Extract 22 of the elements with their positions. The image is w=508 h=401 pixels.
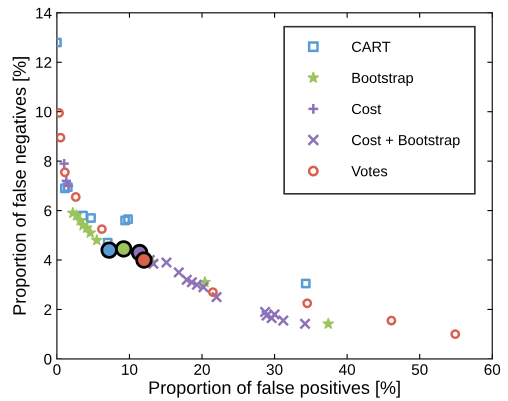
x-tick-label: 50	[412, 364, 428, 375]
y-tick-label: 10	[36, 106, 52, 118]
legend-label: CART	[352, 42, 390, 52]
y-tick-label: 14	[36, 8, 52, 18]
legend-label: Bootstrap	[352, 72, 414, 86]
x-tick-label: 10	[122, 364, 138, 375]
legend-label: Votes	[351, 166, 388, 176]
x-tick-label: 0	[53, 364, 61, 375]
legend-label: Cost	[352, 104, 382, 114]
y-tick-label: 0	[44, 354, 52, 365]
x-tick-label: 30	[266, 364, 282, 375]
y-tick-label: 4	[44, 255, 52, 266]
y-axis-title: Proportion of false negatives [%]	[12, 57, 30, 314]
x-axis-title: Proportion of false positives [%]	[150, 380, 400, 398]
x-tick-label: 40	[338, 364, 356, 375]
y-tick-label: 12	[36, 57, 52, 68]
y-tick-label: 8	[44, 156, 52, 167]
y-tick-label: 6	[44, 205, 52, 216]
y-tick-label: 2	[44, 304, 52, 315]
x-tick-label: 20	[194, 364, 210, 375]
legend-label: Cost + Bootstrap	[352, 134, 460, 148]
x-tick-label: 60	[484, 364, 500, 375]
